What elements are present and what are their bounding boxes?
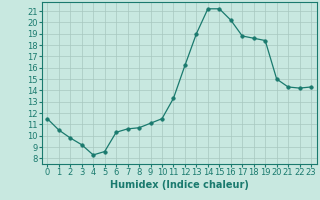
X-axis label: Humidex (Indice chaleur): Humidex (Indice chaleur) [110,180,249,190]
